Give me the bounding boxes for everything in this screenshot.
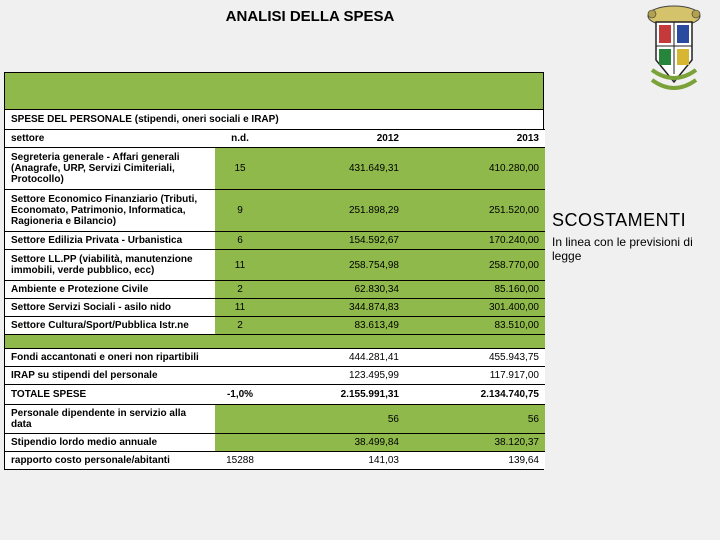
row-2013: 83.510,00 xyxy=(405,317,545,335)
page-title: ANALISI DELLA SPESA xyxy=(0,8,620,25)
row-2013: 410.280,00 xyxy=(405,148,545,190)
row-nd: 9 xyxy=(215,190,265,232)
row-nd: 2 xyxy=(215,317,265,335)
row-nd xyxy=(215,405,265,434)
row-2012: 444.281,41 xyxy=(265,349,405,367)
row-2013: 251.520,00 xyxy=(405,190,545,232)
row-2012: 431.649,31 xyxy=(265,148,405,190)
row-label: Settore Cultura/Sport/Pubblica Istr.ne xyxy=(5,317,215,335)
row-label: rapporto costo personale/abitanti xyxy=(5,452,215,470)
col-2012: 2012 xyxy=(265,130,405,148)
table-row: Settore Servizi Sociali - asilo nido 11 … xyxy=(5,299,545,317)
row-2012: 123.495,99 xyxy=(265,367,405,385)
row-label: Settore Economico Finanziario (Tributi, … xyxy=(5,190,215,232)
row-nd: 11 xyxy=(215,250,265,281)
table-row: rapporto costo personale/abitanti 15288 … xyxy=(5,452,545,470)
row-2013: 139,64 xyxy=(405,452,545,470)
crest-logo xyxy=(640,2,708,92)
row-label: TOTALE SPESE xyxy=(5,385,215,405)
row-2013: 38.120,37 xyxy=(405,434,545,452)
row-label: Personale dipendente in servizio alla da… xyxy=(5,405,215,434)
table-row: Ambiente e Protezione Civile 2 62.830,34… xyxy=(5,281,545,299)
table-row: Personale dipendente in servizio alla da… xyxy=(5,405,545,434)
row-nd xyxy=(215,367,265,385)
row-2012: 251.898,29 xyxy=(265,190,405,232)
sidenote-text: In linea con le previsioni di legge xyxy=(552,235,712,263)
row-nd xyxy=(215,349,265,367)
row-nd: 2 xyxy=(215,281,265,299)
row-2013: 301.400,00 xyxy=(405,299,545,317)
row-nd: 15 xyxy=(215,148,265,190)
total-row: TOTALE SPESE -1,0% 2.155.991,31 2.134.74… xyxy=(5,385,545,405)
row-2012: 56 xyxy=(265,405,405,434)
table-row: Segreteria generale - Affari generali (A… xyxy=(5,148,545,190)
row-label: Settore Servizi Sociali - asilo nido xyxy=(5,299,215,317)
row-label: Settore Edilizia Privata - Urbanistica xyxy=(5,232,215,250)
row-2013: 2.134.740,75 xyxy=(405,385,545,405)
expense-table: SPESE DEL PERSONALE (stipendi, oneri soc… xyxy=(4,72,544,470)
row-2013: 258.770,00 xyxy=(405,250,545,281)
row-nd: 11 xyxy=(215,299,265,317)
row-2012: 38.499,84 xyxy=(265,434,405,452)
row-label: Stipendio lordo medio annuale xyxy=(5,434,215,452)
side-note: SCOSTAMENTI In linea con le previsioni d… xyxy=(552,210,712,263)
row-2012: 2.155.991,31 xyxy=(265,385,405,405)
row-label: Settore LL.PP (viabilità, manutenzione i… xyxy=(5,250,215,281)
table-row: Settore LL.PP (viabilità, manutenzione i… xyxy=(5,250,545,281)
row-label: Segreteria generale - Affari generali (A… xyxy=(5,148,215,190)
col-settore: settore xyxy=(5,130,215,148)
row-2012: 258.754,98 xyxy=(265,250,405,281)
row-label: Fondi accantonati e oneri non ripartibil… xyxy=(5,349,215,367)
table-row: Settore Edilizia Privata - Urbanistica 6… xyxy=(5,232,545,250)
table-row: Settore Cultura/Sport/Pubblica Istr.ne 2… xyxy=(5,317,545,335)
row-2013: 170.240,00 xyxy=(405,232,545,250)
row-2012: 154.592,67 xyxy=(265,232,405,250)
row-2013: 117.917,00 xyxy=(405,367,545,385)
row-2013: 455.943,75 xyxy=(405,349,545,367)
row-2012: 141,03 xyxy=(265,452,405,470)
table-row: Fondi accantonati e oneri non ripartibil… xyxy=(5,349,545,367)
table-subheader: SPESE DEL PERSONALE (stipendi, oneri soc… xyxy=(5,109,543,129)
data-table: settore n.d. 2012 2013 Segreteria genera… xyxy=(5,129,545,469)
row-nd: 6 xyxy=(215,232,265,250)
row-2012: 83.613,49 xyxy=(265,317,405,335)
row-nd xyxy=(215,434,265,452)
row-label: Ambiente e Protezione Civile xyxy=(5,281,215,299)
row-nd: 15288 xyxy=(215,452,265,470)
row-2012: 344.874,83 xyxy=(265,299,405,317)
col-nd: n.d. xyxy=(215,130,265,148)
table-row: Stipendio lordo medio annuale 38.499,84 … xyxy=(5,434,545,452)
col-2013: 2013 xyxy=(405,130,545,148)
sidenote-heading: SCOSTAMENTI xyxy=(552,210,712,231)
table-row: IRAP su stipendi del personale 123.495,9… xyxy=(5,367,545,385)
row-label: IRAP su stipendi del personale xyxy=(5,367,215,385)
row-2013: 56 xyxy=(405,405,545,434)
row-2013: 85.160,00 xyxy=(405,281,545,299)
row-nd: -1,0% xyxy=(215,385,265,405)
table-row: Settore Economico Finanziario (Tributi, … xyxy=(5,190,545,232)
blank-row xyxy=(5,335,545,349)
table-top-band xyxy=(5,73,543,109)
row-2012: 62.830,34 xyxy=(265,281,405,299)
